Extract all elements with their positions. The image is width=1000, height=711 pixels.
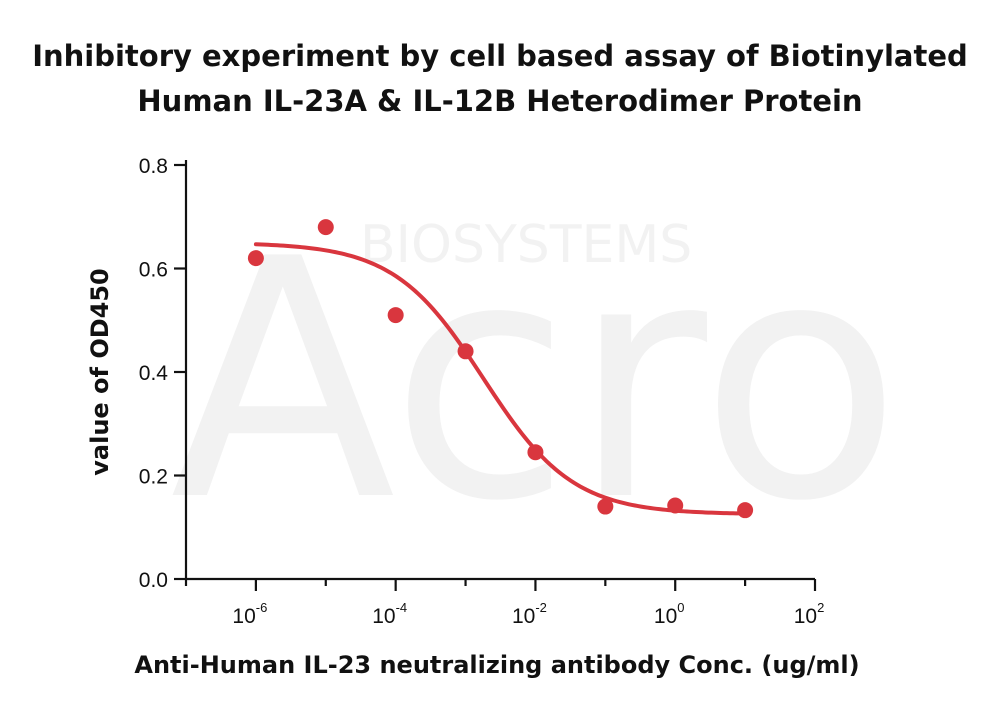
- data-point: [457, 343, 474, 360]
- chart-title-line-2: Human IL-23A & IL-12B Heterodimer Protei…: [137, 84, 862, 118]
- axes: [184, 160, 815, 581]
- x-axis-label: Anti-Human IL-23 neutralizing antibody C…: [134, 651, 859, 679]
- x-ticks: 10-6 10-4 10-2 100 102: [184, 579, 825, 628]
- y-tick-label: 0.8: [139, 155, 168, 178]
- data-point: [387, 307, 404, 324]
- x-tick-label: 102: [794, 600, 825, 628]
- watermark-logo: Acro: [170, 189, 902, 573]
- y-tick-label: 0.2: [139, 466, 168, 489]
- y-ticks: 0.0 0.2 0.4 0.6 0.8: [139, 155, 186, 592]
- x-tick-base: 10: [794, 605, 817, 628]
- x-tick-label: 10-4: [372, 600, 407, 628]
- x-tick-label: 10-2: [512, 600, 547, 628]
- x-tick-exponent: -6: [256, 600, 268, 615]
- y-tick-label: 0.6: [139, 259, 168, 282]
- y-tick-label: 0.4: [139, 362, 169, 385]
- x-tick-base: 10: [654, 605, 677, 628]
- x-tick-exponent: 0: [677, 600, 684, 615]
- x-tick-label: 100: [654, 600, 685, 628]
- x-tick-base: 10: [232, 605, 255, 628]
- x-tick-label: 10-6: [232, 600, 267, 628]
- watermark: Acro BIOSYSTEMS: [170, 189, 902, 573]
- y-axis-label: value of OD450: [86, 268, 114, 476]
- x-tick-exponent: -4: [396, 600, 408, 615]
- x-tick-base: 10: [372, 605, 395, 628]
- data-point: [597, 498, 614, 515]
- data-point: [527, 444, 544, 461]
- x-tick-base: 10: [512, 605, 535, 628]
- data-point: [737, 502, 754, 519]
- chart-title-line-1: Inhibitory experiment by cell based assa…: [32, 39, 968, 73]
- data-point: [667, 497, 684, 514]
- y-tick-label: 0.0: [139, 569, 168, 592]
- data-point: [317, 219, 334, 236]
- x-tick-exponent: 2: [817, 600, 824, 615]
- data-points: [247, 219, 754, 519]
- watermark-subtitle: BIOSYSTEMS: [360, 215, 692, 275]
- x-tick-exponent: -2: [535, 600, 547, 615]
- fit-curve: [253, 242, 748, 516]
- data-point: [247, 250, 264, 267]
